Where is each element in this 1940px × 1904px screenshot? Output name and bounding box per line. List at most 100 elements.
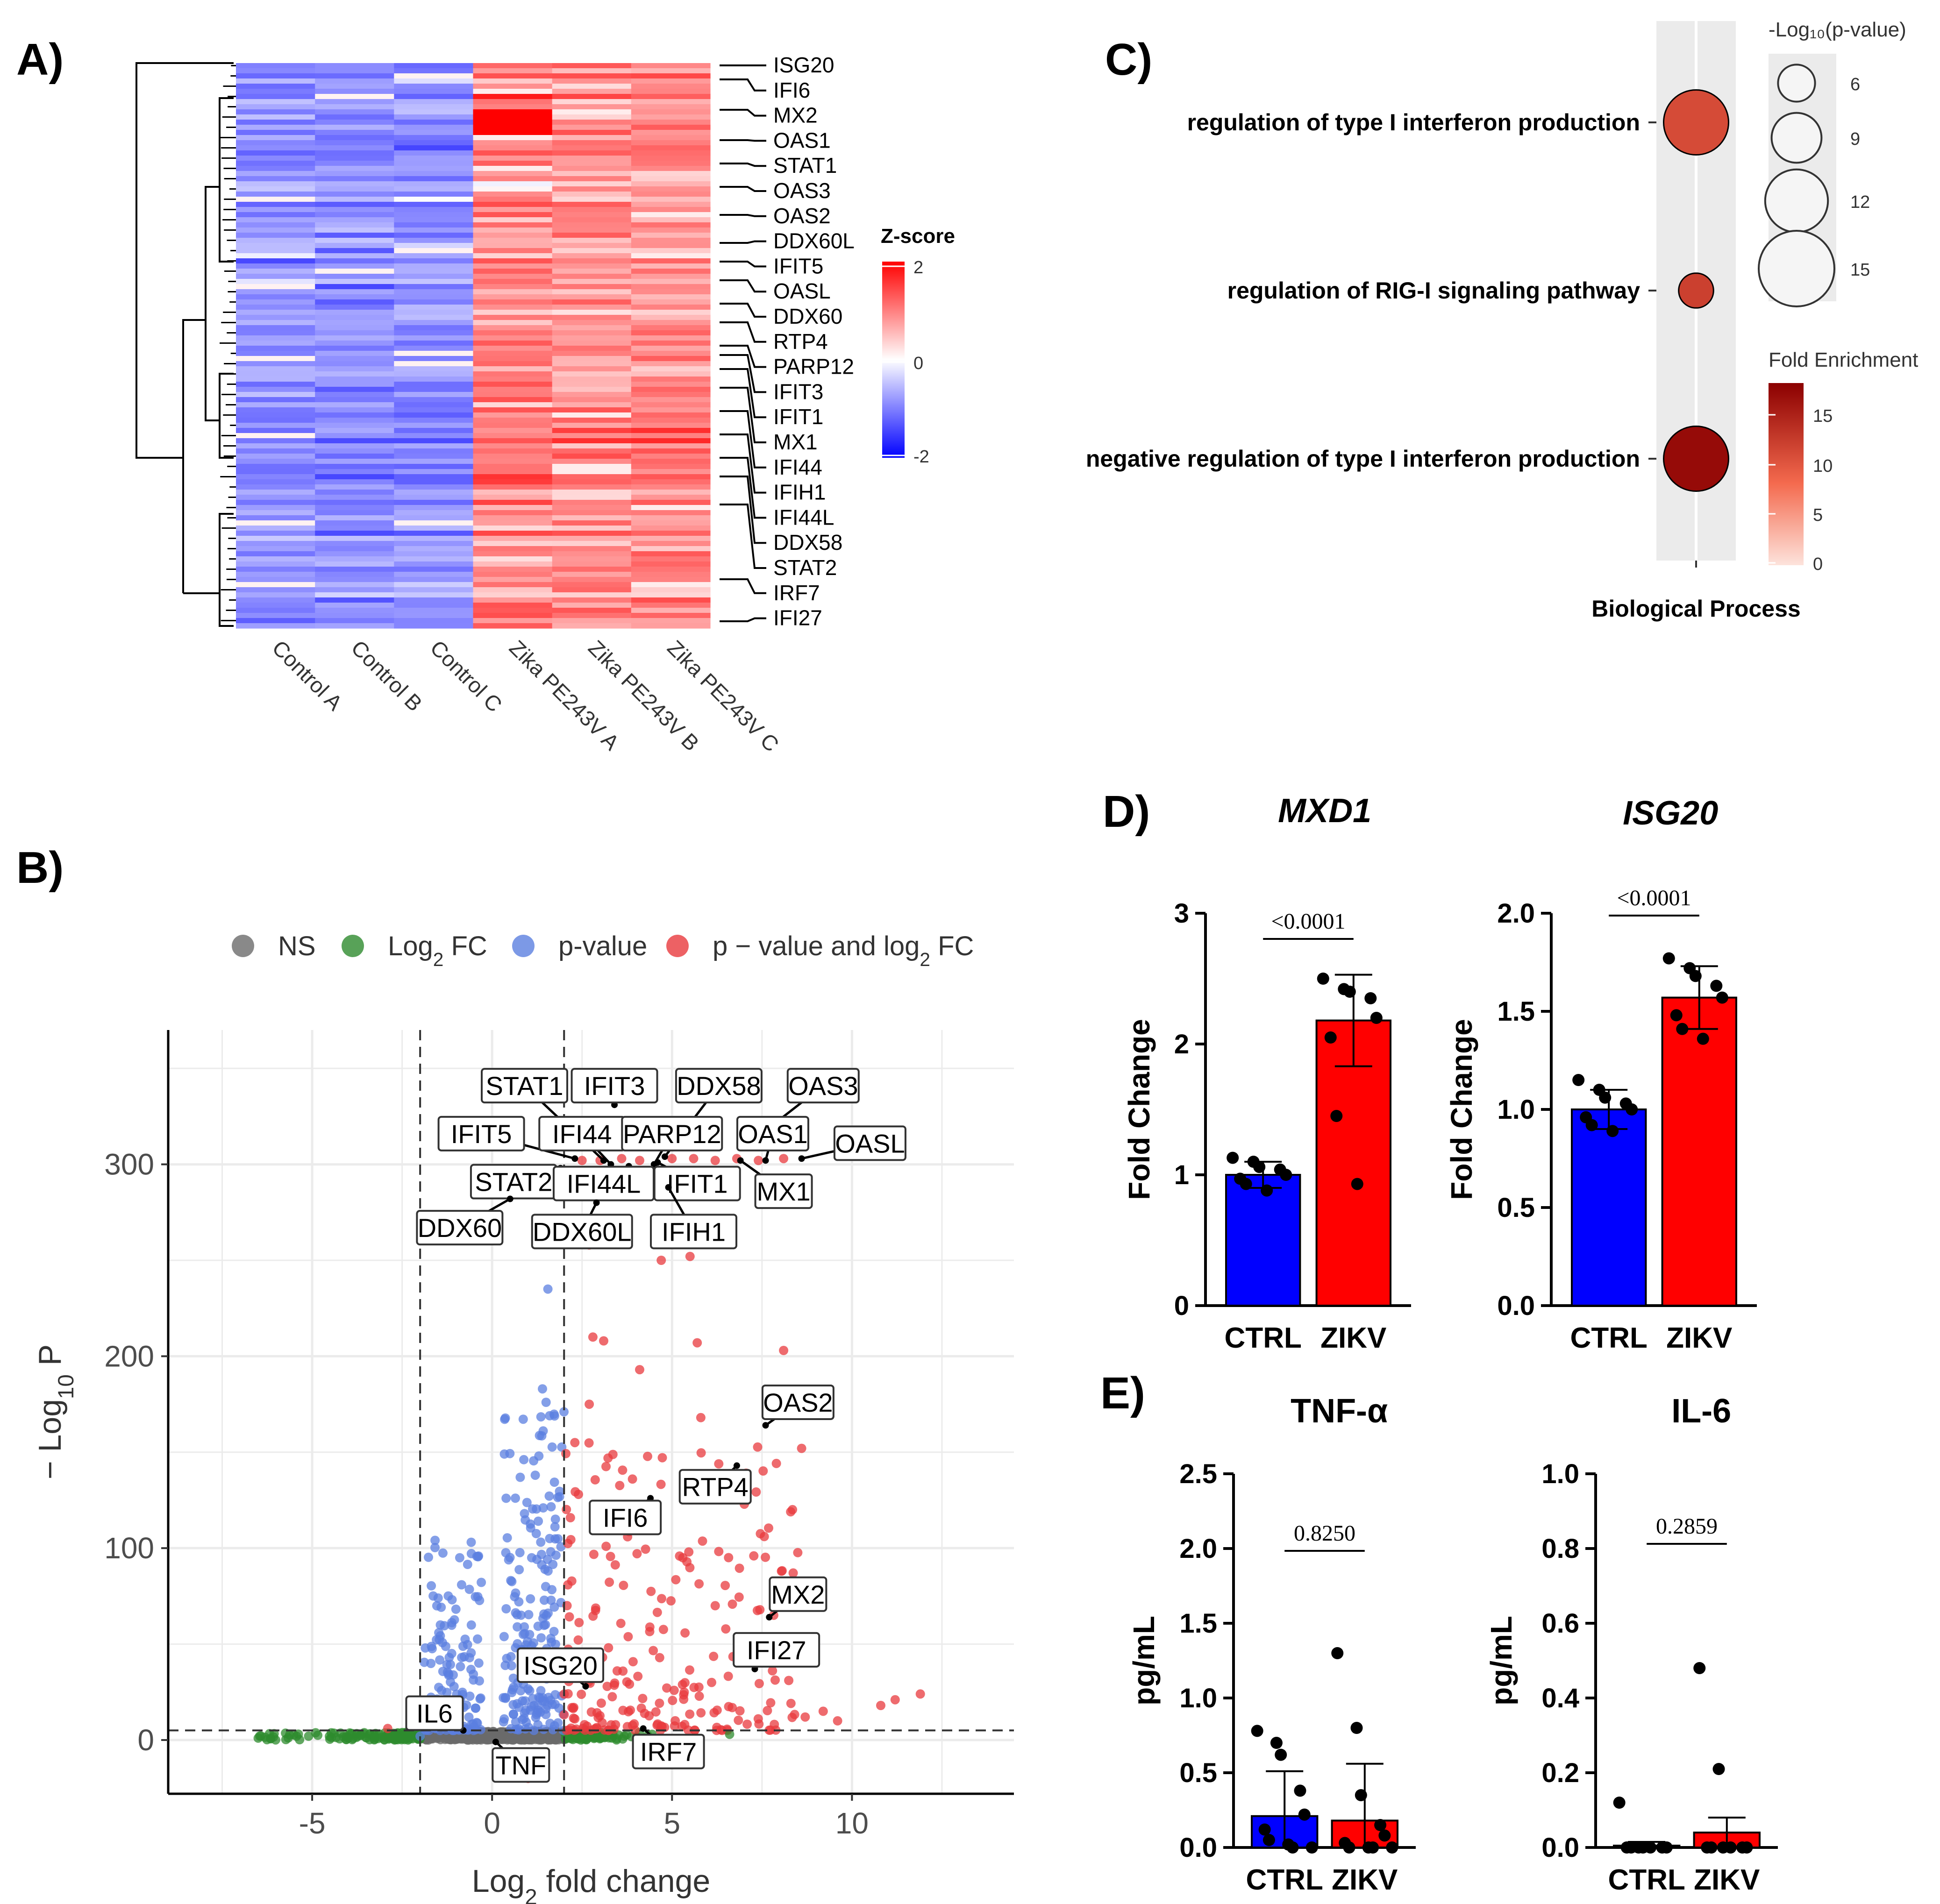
heatmap-cell (473, 181, 553, 187)
heatmap-cell (394, 197, 474, 202)
label-anchor (593, 1199, 600, 1206)
heatmap-cell (315, 438, 394, 444)
heatmap-cell (315, 325, 394, 331)
heatmap-cell (631, 274, 711, 279)
bar-y-tick-label: 0 (1174, 1291, 1189, 1321)
volcano-point (644, 1711, 654, 1721)
heatmap-cell (473, 63, 553, 69)
volcano-point (508, 1673, 518, 1683)
gene-connector (720, 345, 766, 368)
heatmap-cell (473, 597, 553, 603)
heatmap-cell (315, 217, 394, 223)
heatmap-cell (473, 73, 553, 79)
volcano-point (539, 1595, 549, 1605)
go-size-legend-label: 9 (1850, 129, 1860, 149)
panel-label-e: E) (1100, 1368, 1145, 1418)
label-box (678, 1469, 752, 1505)
heatmap-cell (315, 130, 394, 135)
heatmap-cell (394, 448, 474, 454)
go-size-legend-label: 6 (1850, 75, 1860, 94)
volcano-legend-label: Log2 FC (388, 931, 487, 970)
volcano-point (545, 1411, 555, 1421)
bar-y-label: Fold Change (1122, 1019, 1156, 1200)
heatmap-cell (315, 176, 394, 182)
volcano-point (684, 1547, 694, 1557)
heatmap-cell (236, 423, 315, 428)
heatmap-cell (473, 305, 553, 310)
heatmap-cell (473, 423, 553, 428)
heatmap-cell (631, 474, 711, 480)
heatmap-cell (236, 150, 315, 156)
heatmap-cell (394, 392, 474, 398)
label-text: IFI27 (747, 1635, 806, 1665)
heatmap-cell (315, 546, 394, 552)
volcano-legend-swatch (666, 935, 689, 957)
volcano-point (520, 1622, 529, 1632)
heatmap-cell (315, 263, 394, 269)
heatmap-cell (473, 176, 553, 182)
heatmap-cell (473, 556, 553, 562)
bar-y-tick-label: 1.0 (1541, 1459, 1579, 1489)
heatmap-cell (473, 361, 553, 367)
heatmap-cell (552, 618, 632, 624)
heatmap-cell (236, 551, 315, 557)
heatmap-cell (394, 407, 474, 413)
volcano-point (628, 1720, 637, 1730)
volcano-point (602, 1682, 612, 1691)
heatmap-cell (552, 217, 632, 223)
heatmap-cell (394, 84, 474, 89)
volcano-point (777, 1566, 787, 1576)
heatmap-cell (394, 274, 474, 279)
volcano-point (720, 1581, 730, 1591)
go-term-label: regulation of RIG-I signaling pathway (1227, 277, 1640, 304)
heatmap-cell (473, 382, 553, 387)
bar-category-label: ZIKV (1320, 1322, 1386, 1354)
volcano-point (415, 1731, 425, 1741)
volcano-point (427, 1644, 437, 1654)
heatmap-cell (631, 145, 711, 151)
data-point (1351, 1178, 1363, 1190)
heatmap-cell (394, 114, 474, 120)
heatmap-cell (236, 73, 315, 79)
heatmap-cell (552, 551, 632, 557)
heatmap-cell (394, 438, 474, 444)
heatmap-cell (552, 567, 632, 572)
heatmap-cell (552, 382, 632, 387)
go-color-legend-ticks: 15 10 5 0 (1769, 406, 1833, 574)
heatmap-cell (552, 289, 632, 295)
heatmap-cell (394, 63, 474, 69)
volcano-point (771, 1458, 781, 1468)
gene-label: STAT2 (773, 555, 837, 580)
volcano-point (915, 1689, 925, 1699)
heatmap-cell (394, 212, 474, 218)
bar-y-tick-label: 0.5 (1497, 1193, 1535, 1223)
heatmap-cell (552, 94, 632, 99)
volcano-point (601, 1542, 611, 1551)
heatmap-cell (631, 603, 711, 608)
heatmap-cell (236, 454, 315, 459)
volcano-point (764, 1523, 773, 1533)
heatmap-cell (552, 433, 632, 439)
zscore-tick-label: 0 (913, 354, 923, 373)
heatmap-cell (394, 335, 474, 341)
volcano-point (457, 1687, 467, 1697)
label-anchor (640, 1725, 647, 1732)
heatmap-cell (631, 454, 711, 459)
heatmap-cell (236, 531, 315, 536)
go-color-tick-label: 0 (1813, 554, 1823, 574)
heatmap-cell (631, 269, 711, 274)
volcano-point (304, 1731, 314, 1741)
heatmap-cell (631, 428, 711, 433)
heatmap-cell (315, 150, 394, 156)
volcano-point (551, 1550, 561, 1560)
heatmap-cell (315, 192, 394, 197)
volcano-gene-labels: STAT1 IFIT3 DDX58 OAS3 IFIT5 IFI44 PARP12 OAS1 O… (405, 1068, 906, 1783)
bar-y-tick-label: 1.5 (1179, 1608, 1217, 1639)
heatmap-cell (394, 305, 474, 310)
heatmap-cell (236, 613, 315, 618)
bar-y-label: pg/mL (1127, 1616, 1161, 1705)
heatmap-cell (315, 402, 394, 408)
label-box (517, 1647, 605, 1683)
heatmap-cell (394, 382, 474, 387)
heatmap-cell (631, 520, 711, 526)
